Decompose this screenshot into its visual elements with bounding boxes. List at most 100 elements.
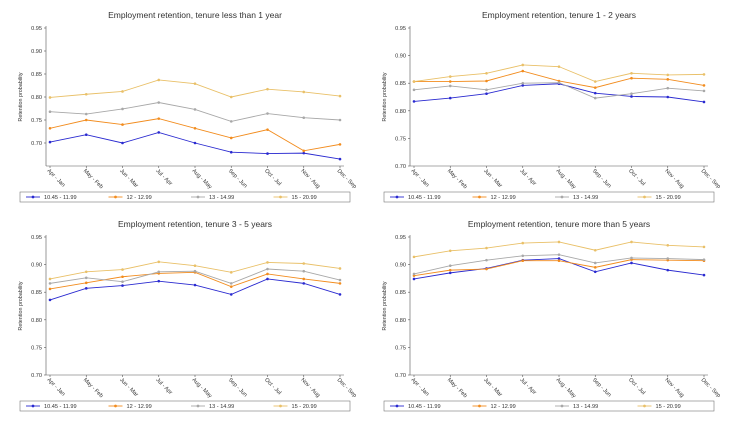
y-tick-label: 0.75 [31,118,42,124]
data-point-13-14-99 [666,86,670,90]
data-point-13-14-99 [593,261,597,265]
data-point-12-12-99 [448,268,452,272]
data-point-12-12-99 [338,282,342,285]
data-point-15-20-99 [302,262,306,265]
y-tick-label: 0.80 [31,318,42,324]
x-tick-label: May - Feb [82,377,104,399]
chart-panel-tenure-1-2-years: Employment retention, tenure 1 - 2 years… [370,8,720,213]
data-point-15-20-99 [702,73,706,76]
data-point-15-20-99 [485,246,488,250]
data-point-10-45-11-99 [266,152,269,155]
legend-swatch-marker [31,404,35,408]
data-point-15-20-99 [630,71,633,75]
data-point-15-20-99 [338,267,342,270]
y-tick-label: 0.90 [31,49,42,55]
chart-panel-tenure-less-than-1-year: Employment retention, tenure less than 1… [6,8,356,213]
legend-label: 13 - 14.99 [573,404,598,410]
data-point-15-20-99 [485,71,488,75]
data-point-10-45-11-99 [229,150,233,154]
data-point-10-45-11-99 [557,257,561,260]
x-tick-label: Nov - Aug [299,168,321,190]
y-tick-label: 0.70 [31,141,42,147]
data-point-15-20-99 [121,90,124,93]
data-point-10-45-11-99 [666,95,670,99]
data-point-10-45-11-99 [48,140,52,144]
data-point-13-14-99 [121,280,124,284]
data-point-10-45-11-99 [193,283,197,287]
x-tick-label: Oct - Jul [627,168,646,187]
x-tick-label: Jul - Apr [518,377,537,396]
data-point-15-20-99 [229,95,233,99]
chart-title: Employment retention, tenure 3 - 5 years [118,219,272,229]
x-tick-label: Jun - Mar [118,168,139,189]
x-tick-label: Sep - Jun [591,377,612,398]
x-tick-label: Sep - Jun [227,377,248,398]
chart-title: Employment retention, tenure less than 1… [108,10,282,20]
x-tick-label: Sep - Jun [227,168,248,189]
x-tick-label: Apr - Jan [46,168,66,188]
data-point-13-14-99 [193,269,197,273]
data-point-12-12-99 [630,76,633,80]
x-tick-label: Aug - May [191,168,213,190]
data-point-15-20-99 [84,270,88,274]
data-point-13-14-99 [593,96,597,100]
legend-label: 13 - 14.99 [573,195,598,201]
y-tick-label: 0.85 [31,290,42,296]
data-point-12-12-99 [485,79,488,83]
data-point-10-45-11-99 [266,277,269,281]
data-point-15-20-99 [266,261,269,264]
chart-panel-tenure-more-than-5-years: Employment retention, tenure more than 5… [370,217,720,422]
legend-label: 15 - 20.99 [292,195,317,201]
data-point-15-20-99 [157,78,161,82]
y-tick-label: 0.85 [395,81,406,87]
data-point-10-45-11-99 [448,96,452,100]
data-point-13-14-99 [702,89,706,93]
x-tick-label: Jul - Apr [518,168,537,187]
legend-box [383,400,715,412]
legend-swatch-marker [114,404,117,408]
legend-swatch-marker [196,404,200,408]
data-point-12-12-99 [84,118,88,122]
data-point-10-45-11-99 [302,282,306,285]
x-tick-label: Oct - Jul [263,377,282,396]
legend-label: 10.45 - 11.99 [408,195,441,201]
data-point-13-14-99 [338,278,342,282]
y-tick-label: 0.75 [395,136,406,142]
legend-label: 13 - 14.99 [209,195,234,201]
data-point-13-14-99 [557,253,561,256]
data-point-13-14-99 [48,110,52,114]
x-tick-label: Aug - May [555,168,577,190]
data-point-15-20-99 [412,255,416,259]
data-point-10-45-11-99 [229,293,233,296]
data-point-15-20-99 [266,87,269,91]
legend: 10.45 - 11.99 12 - 12.99 13 - 14.99 15 - 20… [19,400,351,412]
legend-box [19,400,351,412]
series-line-10-45-11-99 [49,278,341,301]
y-tick-label: 0.80 [395,109,406,115]
y-axis-label: Retention probability [382,72,388,121]
data-point-12-12-99 [666,78,670,81]
legend-swatch-marker [279,195,282,199]
legend-swatch-marker [643,195,646,199]
x-tick-label: Jul - Apr [154,168,173,187]
data-point-15-20-99 [702,245,706,249]
data-point-15-20-99 [448,75,452,78]
y-tick-label: 0.90 [395,54,406,60]
data-point-10-45-11-99 [121,284,124,287]
legend-box [383,191,715,203]
data-point-15-20-99 [666,73,670,77]
legend-swatch-marker [395,404,399,408]
y-axis-label: Retention probability [382,281,388,330]
legend: 10.45 - 11.99 12 - 12.99 13 - 14.99 15 - 20… [19,191,351,203]
legend-swatch-marker [560,195,564,199]
y-tick-label: 0.95 [395,26,406,32]
data-point-15-20-99 [630,240,633,244]
data-point-12-12-99 [302,149,306,153]
data-point-12-12-99 [121,275,124,279]
data-point-12-12-99 [485,267,488,271]
data-point-10-45-11-99 [302,151,306,155]
data-point-10-45-11-99 [193,141,197,145]
data-point-10-45-11-99 [84,287,88,290]
data-point-15-20-99 [521,63,525,67]
x-tick-label: Nov - Aug [299,377,321,399]
